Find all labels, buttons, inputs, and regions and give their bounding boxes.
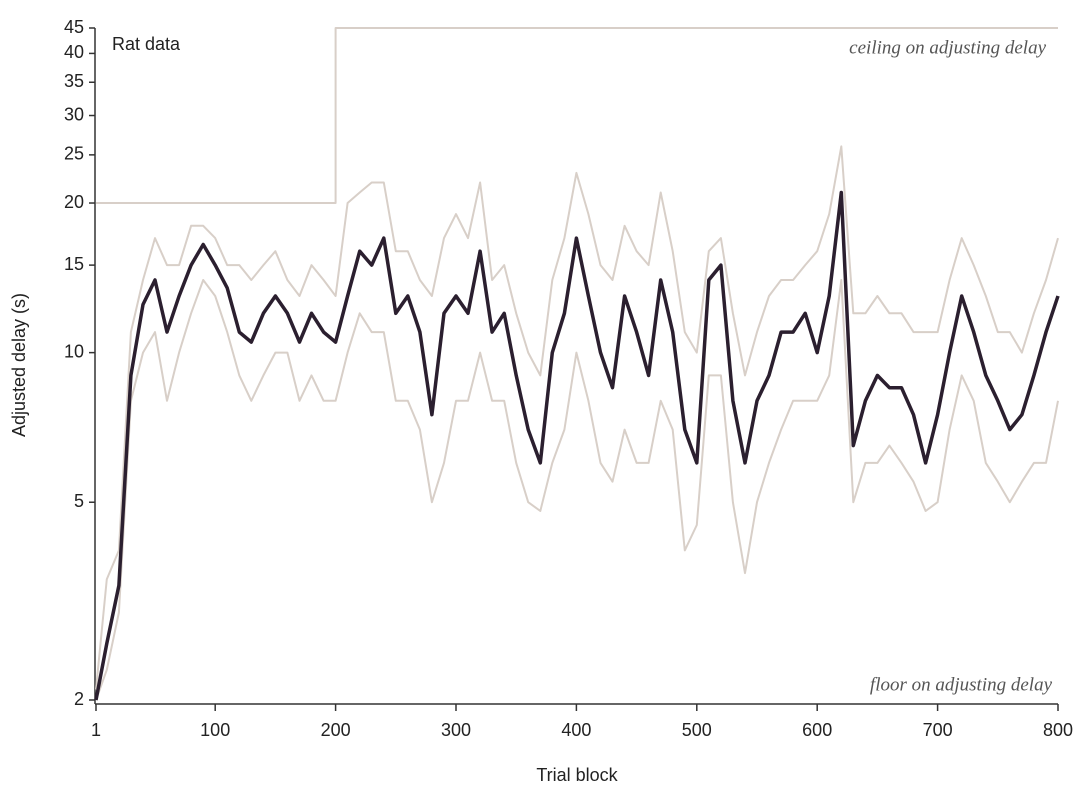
x-tick-label: 1 xyxy=(91,720,101,740)
series-line xyxy=(96,27,1058,204)
y-axis-label: Adjusted delay (s) xyxy=(9,293,29,437)
x-tick-label: 100 xyxy=(200,720,230,740)
y-tick-label: 10 xyxy=(64,341,84,361)
x-tick-label: 800 xyxy=(1043,720,1073,740)
x-tick-label: 500 xyxy=(682,720,712,740)
y-tick-label: 5 xyxy=(74,491,84,511)
x-tick-label: 200 xyxy=(321,720,351,740)
y-tick-label: 15 xyxy=(64,254,84,274)
series-line xyxy=(94,190,1060,701)
y-tick-label: 45 xyxy=(64,17,84,37)
series-line xyxy=(95,279,1059,701)
series-line xyxy=(95,145,1059,690)
y-tick-label: 30 xyxy=(64,104,84,124)
y-tick-label: 35 xyxy=(64,71,84,91)
annotation: Rat data xyxy=(112,34,181,54)
y-tick-label: 2 xyxy=(74,689,84,709)
annotation: floor on adjusting delay xyxy=(870,674,1053,695)
annotation: ceiling on adjusting delay xyxy=(849,37,1046,58)
x-axis-label: Trial block xyxy=(536,765,618,785)
x-tick-label: 400 xyxy=(561,720,591,740)
y-tick-label: 25 xyxy=(64,144,84,164)
x-tick-label: 300 xyxy=(441,720,471,740)
x-tick-label: 600 xyxy=(802,720,832,740)
x-tick-label: 700 xyxy=(923,720,953,740)
y-tick-label: 20 xyxy=(64,192,84,212)
y-tick-label: 40 xyxy=(64,42,84,62)
